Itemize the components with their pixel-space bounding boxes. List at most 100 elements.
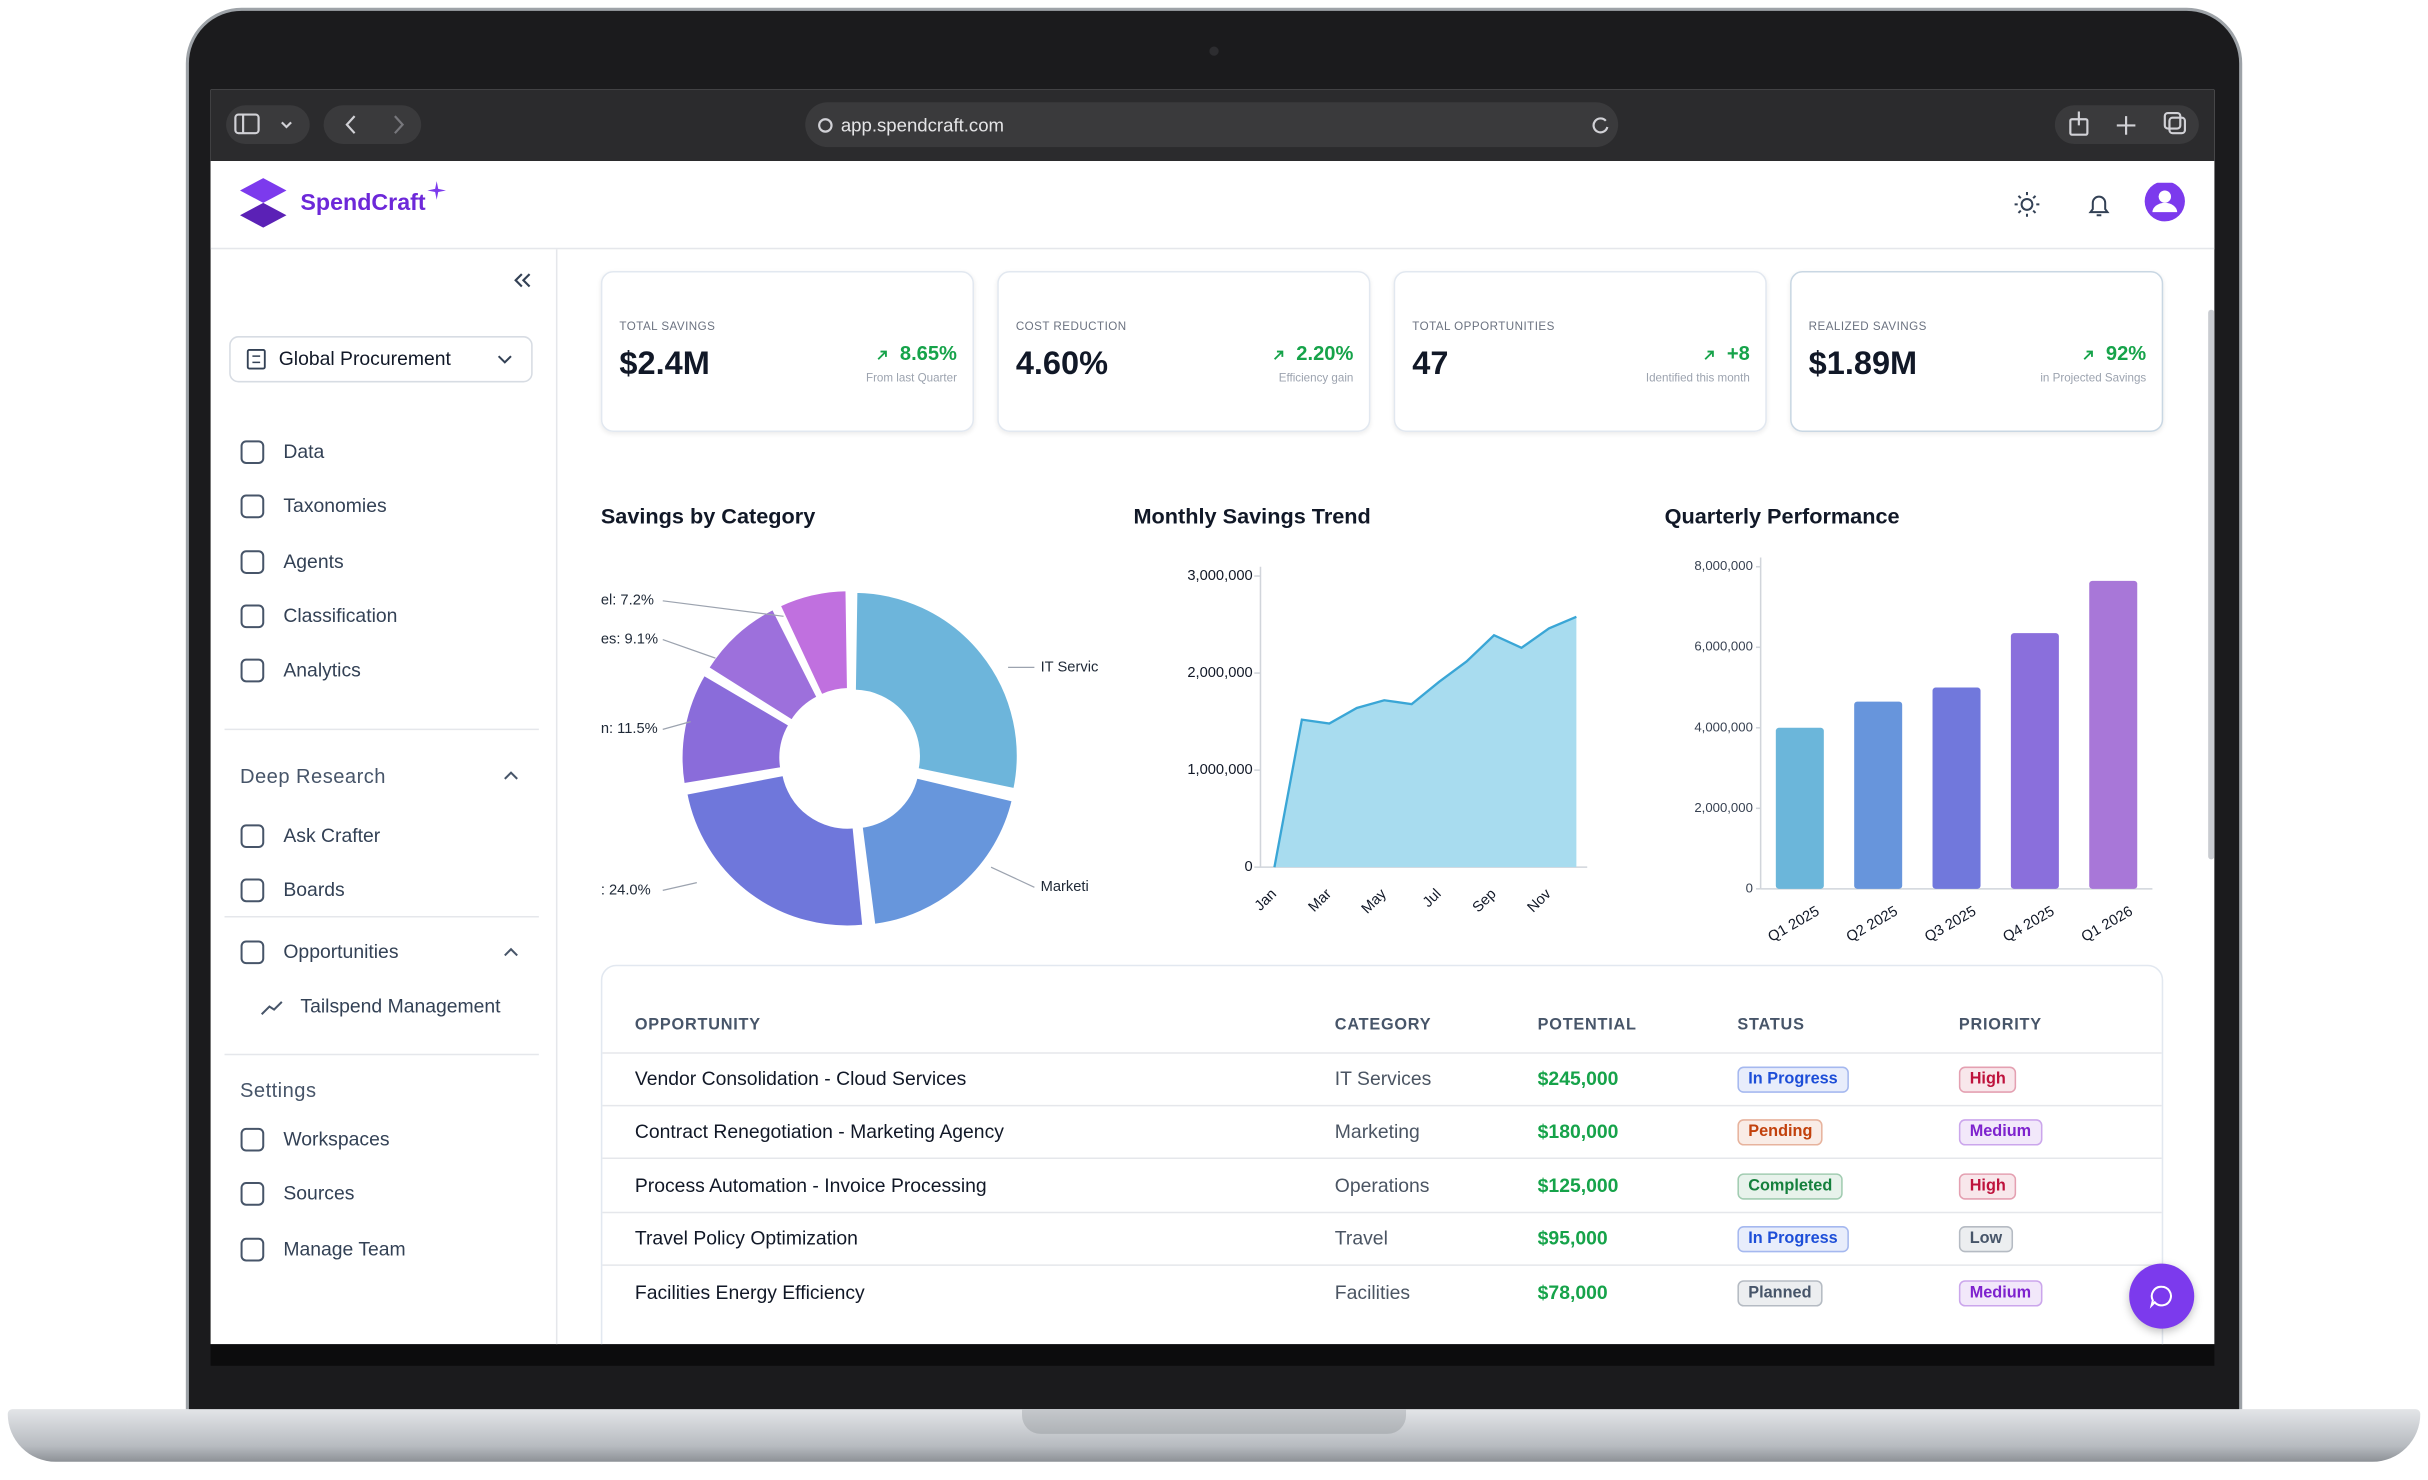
screen-content: app.spendcraft.com SpendCraft — [210, 89, 2215, 1345]
x-tick-label: Q4 2025 — [2001, 903, 2058, 945]
cell-opportunity: Travel Policy Optimization — [634, 1227, 858, 1250]
kpi-label: TOTAL SAVINGS — [619, 319, 716, 334]
cell-category: Marketing — [1334, 1120, 1420, 1143]
kpi-change: 92% — [2105, 341, 2147, 365]
leader-line — [662, 721, 691, 730]
area-fill — [1274, 616, 1577, 868]
cell-potential: $245,000 — [1537, 1068, 1619, 1090]
chart-title: Quarterly Performance — [1664, 503, 1900, 529]
table-header: PRIORITY — [1958, 1015, 2042, 1035]
y-tick-label: 6,000,000 — [1694, 639, 1753, 654]
x-tick-label: Sep — [1470, 886, 1500, 916]
pie-slice — [706, 607, 819, 722]
leader-line — [662, 600, 784, 617]
badge: Low — [1958, 1226, 2014, 1252]
badge: High — [1958, 1066, 2017, 1093]
trend-arrow — [1273, 350, 1284, 360]
nav-icon — [240, 604, 265, 629]
nav-item[interactable]: Data — [283, 440, 325, 463]
nav-icon — [240, 440, 265, 465]
select-icons — [246, 349, 512, 370]
trend-arrow — [2083, 350, 2093, 360]
sidebar-toggle[interactable] — [226, 105, 310, 145]
pie-slice — [853, 590, 1020, 791]
nav-item[interactable]: Workspaces — [283, 1128, 390, 1151]
kpi-note: in Projected Savings — [2040, 370, 2147, 385]
cell-opportunity: Facilities Energy Efficiency — [634, 1281, 865, 1304]
trend-arrow — [877, 350, 887, 360]
nav-item[interactable]: Manage Team — [283, 1238, 406, 1261]
pie-slice — [778, 588, 850, 697]
pie-slice — [860, 776, 1015, 927]
kpi-note: From last Quarter — [865, 370, 957, 385]
collapse-button[interactable] — [513, 271, 535, 290]
charts: IT Servic Marketi: 24.0% n: 11.5% es: 9.1% e… — [224, 350, 2162, 1266]
bar — [2089, 580, 2138, 889]
table-header: OPPORTUNITY — [634, 1015, 761, 1035]
cell-opportunity: Contract Renegotiation - Marketing Agenc… — [634, 1120, 1004, 1143]
badge: Medium — [1958, 1280, 2042, 1306]
nav-item[interactable]: Opportunities — [283, 941, 399, 963]
sub-nav-icon — [260, 1001, 283, 1015]
x-tick-label: Q1 2026 — [2079, 903, 2136, 945]
kpi-note: Efficiency gain — [1278, 370, 1354, 385]
cell-category: Travel — [1334, 1227, 1388, 1250]
nav-icon — [240, 1237, 265, 1262]
nav-item[interactable]: Sources — [283, 1182, 355, 1205]
workspace-name: Global Procurement — [278, 348, 451, 370]
kpi-card — [1393, 270, 1767, 433]
kpi-change: 8.65% — [899, 341, 957, 365]
browser-icons — [234, 111, 2187, 136]
badge: In Progress — [1737, 1226, 1849, 1252]
nav-item[interactable]: Boards — [283, 879, 345, 901]
kpi-value: $1.89M — [1808, 346, 1918, 382]
cell-category: IT Services — [1334, 1068, 1432, 1090]
app-header — [210, 161, 2215, 250]
bar — [1854, 701, 1903, 889]
brand-name[interactable]: SpendCraft — [300, 189, 426, 217]
y-tick-label: 0 — [1746, 880, 1753, 895]
nav-item[interactable]: Classification — [283, 605, 398, 627]
badge: Medium — [1958, 1119, 2042, 1145]
header-icons[interactable] — [2010, 182, 2188, 226]
sidebar — [211, 249, 558, 1345]
leader-line — [662, 638, 716, 659]
base-notch — [1022, 1409, 1407, 1434]
nav-icon — [240, 824, 265, 849]
logo-icon — [240, 178, 287, 228]
chevron-up — [504, 947, 518, 957]
table-header: CATEGORY — [1334, 1015, 1432, 1035]
nav-item[interactable]: Ask Crafter — [283, 824, 381, 847]
nav-icon — [240, 940, 265, 965]
url-text: app.spendcraft.com — [840, 114, 1005, 137]
nav-icon — [240, 878, 265, 903]
leader-line — [990, 866, 1035, 888]
nav-item[interactable]: Agents — [283, 550, 344, 573]
badge: Planned — [1737, 1280, 1823, 1306]
slice-label: n: 11.5% — [601, 721, 658, 737]
badge: In Progress — [1737, 1066, 1849, 1093]
nav-buttons[interactable] — [323, 105, 422, 145]
sub-nav-item[interactable]: Tailspend Management — [300, 995, 501, 1017]
table-header: POTENTIAL — [1537, 1015, 1637, 1035]
table-header: STATUS — [1737, 1015, 1805, 1035]
badge: Pending — [1737, 1119, 1824, 1145]
nav-item[interactable]: Taxonomies — [283, 495, 387, 517]
y-tick-label: 2,000,000 — [1694, 800, 1753, 815]
url-bar[interactable] — [805, 102, 1619, 148]
chat-button[interactable] — [2129, 1263, 2195, 1329]
cell-opportunity: Vendor Consolidation - Cloud Services — [634, 1068, 967, 1090]
pie-slice — [680, 673, 791, 786]
slice-label: : 24.0% — [601, 882, 651, 898]
slice-label: Marketi — [1041, 879, 1089, 895]
workspace-select[interactable] — [229, 336, 533, 383]
cell-opportunity: Process Automation - Invoice Processing — [634, 1174, 987, 1197]
y-tick-label: 4,000,000 — [1694, 719, 1753, 734]
leader-line — [662, 882, 697, 891]
chart-title: Monthly Savings Trend — [1133, 503, 1371, 529]
slice-label: es: 9.1% — [601, 631, 658, 647]
kpi-change: +8 — [1726, 341, 1750, 365]
x-tick-label: Q3 2025 — [1922, 903, 1979, 945]
nav-item[interactable]: Analytics — [283, 659, 361, 681]
trend-arrow — [1704, 350, 1714, 360]
